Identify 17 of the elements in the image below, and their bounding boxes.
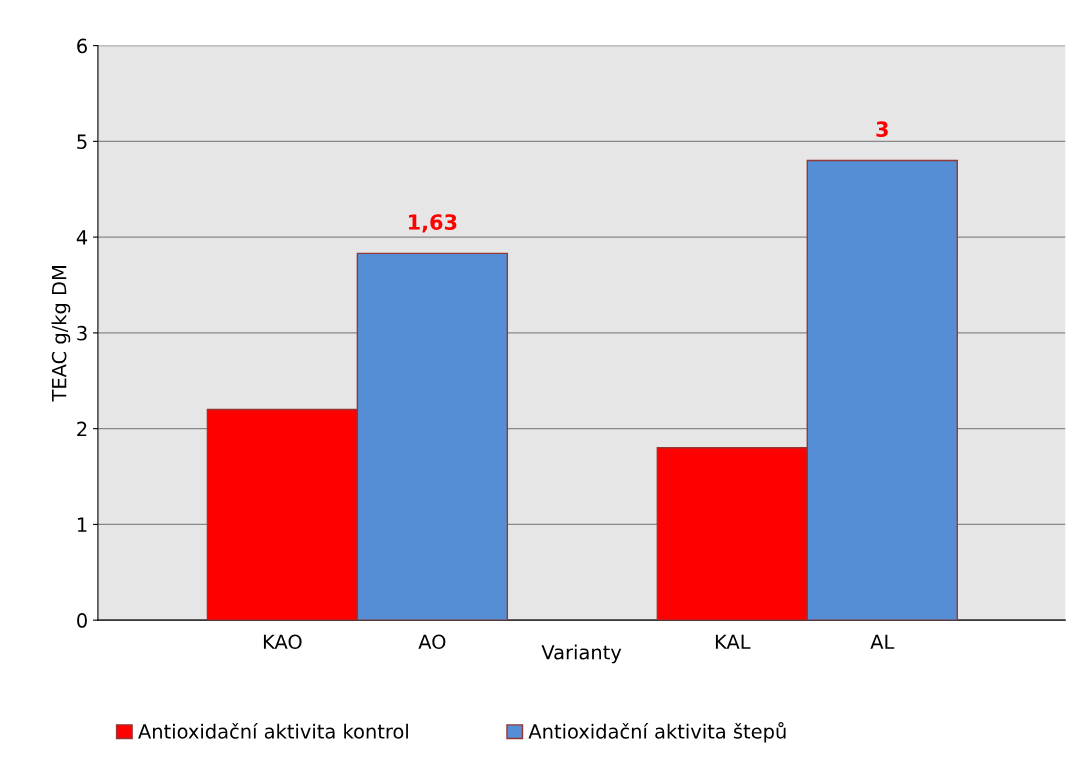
x-tick-label: KAL <box>715 634 751 649</box>
legend-label: Antioxidační aktivita kontrol <box>138 722 408 739</box>
y-tick-label: 2 <box>77 421 87 437</box>
x-tick-label: KAO <box>263 634 302 650</box>
x-axis-title: Varianty <box>541 644 622 664</box>
y-axis-title: TEAC g/kg DM <box>51 266 71 402</box>
legend-label: Antioxidační aktivita štepů <box>528 721 786 743</box>
x-tick-label: AL <box>870 634 895 649</box>
x-tick-label: AO <box>418 634 446 650</box>
y-tick-label: 4 <box>76 230 88 245</box>
annotation: 3 <box>876 121 888 138</box>
y-tick-label: 3 <box>77 325 87 341</box>
y-tick-label: 5 <box>77 134 87 150</box>
y-tick-label: 1 <box>77 517 87 532</box>
annotation: 1,63 <box>409 214 457 233</box>
y-tick-label: 6 <box>77 38 87 54</box>
y-tick-label: 0 <box>77 613 87 628</box>
